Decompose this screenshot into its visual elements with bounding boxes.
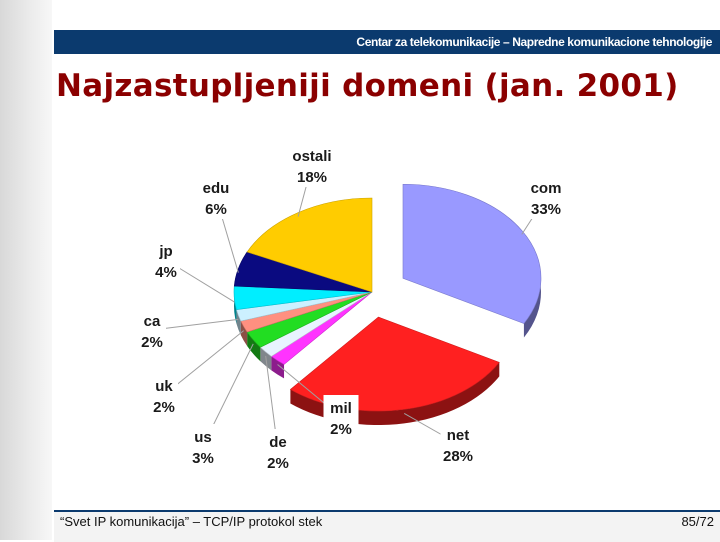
callout-label-us: us 3% (189, 424, 217, 468)
pie-depth-uk (240, 321, 248, 347)
slice-name-jp: jp (158, 243, 172, 260)
pie-depth-ca (236, 309, 241, 336)
slice-name-mil: mil (330, 400, 352, 417)
slice-value-us: 3% (192, 450, 214, 467)
callout-label-de: de 2% (264, 429, 292, 473)
callout-box-jp (152, 238, 180, 282)
pie-depth-mil (271, 356, 285, 379)
callout-line-ca (151, 318, 239, 331)
slice-name-uk: uk (155, 378, 173, 395)
callout-labels: com 33% net 28% mil 2% de 2% us 3% uk 2% ca 2% jp 4% edu… (138, 143, 564, 473)
callout-label-ostali: ostali 18% (281, 143, 343, 187)
callout-label-jp: jp 4% (152, 238, 180, 282)
slice-name-us: us (194, 429, 212, 446)
slice-value-ostali: 18% (297, 169, 327, 186)
footer-bar (54, 510, 720, 542)
callout-box-uk (150, 373, 178, 417)
pie-slice-ostali (246, 197, 373, 293)
slice-value-uk: 2% (153, 399, 175, 416)
slice-value-ca: 2% (141, 334, 163, 351)
slice-value-mil: 2% (330, 421, 352, 438)
callout-box-ca (138, 308, 166, 352)
page-number: 85/72 (681, 514, 714, 529)
callout-label-com: com 33% (528, 175, 564, 219)
slice-name-de: de (269, 434, 287, 451)
callout-box-us (189, 424, 217, 468)
callout-box-edu (198, 175, 234, 219)
callout-label-uk: uk 2% (150, 373, 178, 417)
callout-box-de (264, 429, 292, 473)
callout-label-mil: mil 2% (323, 395, 359, 439)
callout-label-net: net 28% (440, 422, 476, 466)
header-text: Centar za telekomunikacije – Napredne ko… (356, 35, 712, 49)
callout-box-mil (323, 395, 359, 439)
slice-name-net: net (447, 427, 470, 444)
slice-value-com: 33% (531, 201, 561, 218)
slice-value-net: 28% (443, 448, 473, 465)
header-bar: Centar za telekomunikacije – Napredne ko… (54, 30, 720, 54)
slide-title: Najzastupljeniji domeni (jan. 2001) (56, 68, 679, 104)
pie-slices (233, 183, 542, 412)
pie-slice-com (402, 183, 542, 324)
footer-caption: “Svet IP komunikacija” – TCP/IP protokol… (60, 514, 323, 529)
slice-name-com: com (531, 180, 562, 197)
slice-value-jp: 4% (155, 264, 177, 281)
callout-box-ostali (281, 143, 343, 187)
callout-box-com (528, 175, 564, 219)
slice-name-ca: ca (144, 313, 161, 330)
slice-value-de: 2% (267, 455, 289, 472)
slice-name-ostali: ostali (292, 148, 331, 165)
slice-name-edu: edu (203, 180, 230, 197)
slice-value-edu: 6% (205, 201, 227, 218)
left-decor-strip (0, 0, 52, 540)
callout-label-ca: ca 2% (138, 308, 166, 352)
pie-slice-net (289, 316, 500, 412)
callout-box-net (440, 422, 476, 466)
pie-depth-us (247, 332, 261, 362)
callout-label-edu: edu 6% (198, 175, 234, 219)
